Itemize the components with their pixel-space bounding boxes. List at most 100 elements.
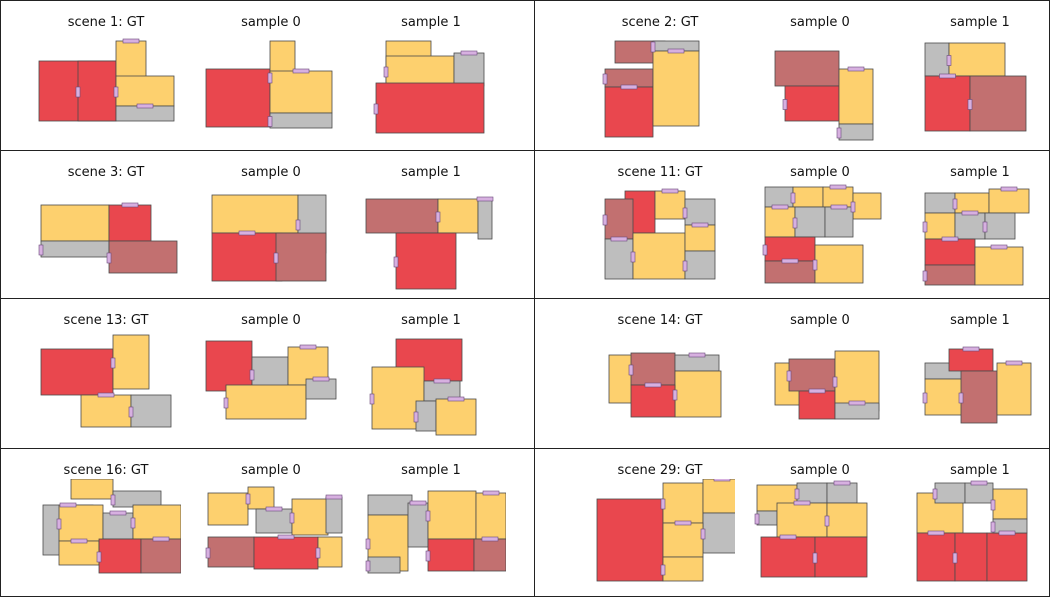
door <box>277 534 295 540</box>
room <box>108 240 178 274</box>
door <box>325 494 343 500</box>
room <box>211 194 299 234</box>
room <box>437 198 479 234</box>
room <box>794 206 826 238</box>
ground-truth-panel: scene 2: GT <box>585 1 735 150</box>
door <box>369 393 375 405</box>
door <box>38 244 44 256</box>
room <box>305 378 337 400</box>
panel-title: sample 1 <box>401 15 461 30</box>
sample-panel: sample 1 <box>905 449 1049 596</box>
panel-title: scene 16: GT <box>63 463 149 478</box>
door <box>922 392 928 404</box>
room <box>764 186 794 208</box>
floorplan <box>922 346 1032 424</box>
scene-cell: scene 29: GT sample 0 sample 1 <box>535 449 1050 597</box>
room <box>924 75 971 132</box>
door <box>315 547 321 559</box>
door <box>435 211 441 223</box>
door <box>713 479 731 482</box>
room <box>325 496 343 534</box>
room <box>838 123 874 141</box>
door <box>832 376 838 388</box>
room <box>211 232 283 282</box>
room <box>247 486 275 510</box>
sample-panel: sample 1 <box>356 1 506 150</box>
room <box>969 75 1027 132</box>
room <box>205 340 253 392</box>
room <box>115 40 147 82</box>
room <box>108 204 152 242</box>
door <box>922 221 928 233</box>
floorplan <box>602 188 716 280</box>
sample-panel: sample 1 <box>356 299 506 448</box>
room <box>954 192 990 214</box>
door <box>754 513 760 525</box>
door <box>990 521 996 533</box>
door <box>113 86 119 98</box>
door <box>660 564 666 576</box>
door <box>130 517 136 529</box>
room <box>70 479 114 500</box>
panel-title: sample 0 <box>790 165 850 180</box>
door <box>136 103 154 109</box>
panel-title: sample 0 <box>241 313 301 328</box>
room <box>964 482 994 504</box>
floorplan <box>916 480 1028 582</box>
door <box>425 510 431 522</box>
room <box>632 232 686 280</box>
door <box>249 369 255 381</box>
scene-cell: scene 3: GT sample 0 sample 1 <box>0 151 535 299</box>
room <box>814 536 868 578</box>
door <box>59 502 77 508</box>
floorplan <box>922 186 1030 286</box>
door <box>205 547 211 559</box>
room <box>205 68 271 128</box>
room <box>954 212 986 240</box>
room <box>960 370 998 424</box>
door <box>812 259 818 271</box>
door <box>830 204 848 210</box>
room <box>826 482 858 504</box>
room <box>132 504 181 540</box>
room <box>40 240 110 258</box>
room <box>954 532 988 582</box>
door <box>106 252 112 264</box>
door <box>682 207 688 219</box>
room <box>317 536 343 568</box>
panel-title: scene 2: GT <box>621 15 699 30</box>
room <box>375 82 485 134</box>
ground-truth-panel: scene 16: GT <box>31 449 181 596</box>
room <box>604 198 634 240</box>
scene-cell: scene 16: GT sample 0 sample 1 <box>0 449 535 597</box>
door <box>265 506 283 512</box>
panel-title: sample 1 <box>950 165 1010 180</box>
floorplan <box>365 196 494 290</box>
door <box>672 389 678 401</box>
ground-truth-panel: scene 1: GT <box>31 1 181 150</box>
room <box>756 510 778 526</box>
door <box>121 202 139 208</box>
door <box>824 515 830 527</box>
ground-truth-panel: scene 14: GT <box>585 299 735 448</box>
room <box>798 390 836 420</box>
door <box>829 184 847 190</box>
door <box>990 244 1008 250</box>
panel-title: sample 1 <box>401 165 461 180</box>
floorplan <box>774 50 874 141</box>
sample-panel: sample 0 <box>196 1 346 150</box>
room <box>365 198 439 234</box>
room <box>473 538 506 572</box>
room <box>784 85 840 122</box>
room <box>453 52 485 87</box>
door <box>790 192 796 204</box>
scene-cell: scene 11: GT sample 0 sample 1 <box>535 151 1050 299</box>
panel-title: sample 0 <box>241 15 301 30</box>
room <box>948 348 994 372</box>
door <box>109 510 127 516</box>
door <box>836 127 842 139</box>
room <box>415 400 437 432</box>
door <box>75 86 81 98</box>
door <box>850 201 856 213</box>
room <box>604 68 654 88</box>
